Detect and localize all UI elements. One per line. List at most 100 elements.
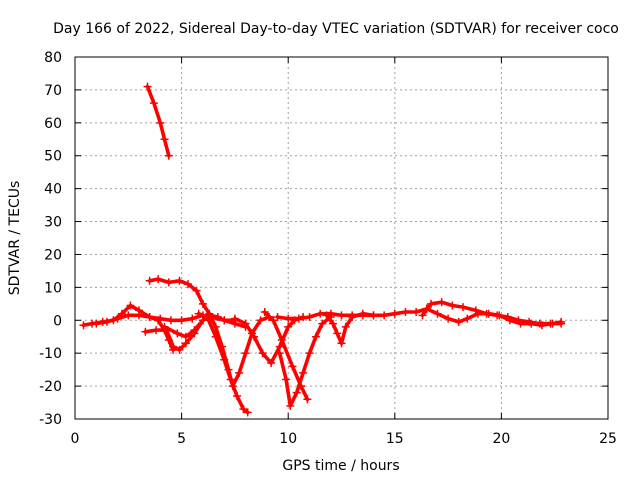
data-point	[303, 395, 312, 404]
series-line	[324, 311, 376, 346]
data-point	[412, 308, 421, 317]
data-point	[145, 276, 154, 285]
data-point	[433, 309, 442, 318]
data-point	[190, 326, 199, 335]
data-point	[495, 311, 504, 320]
data-point	[459, 303, 468, 312]
y-tick-label: -30	[39, 412, 62, 428]
x-tick-label: 20	[492, 431, 510, 447]
data-point	[348, 312, 357, 321]
data-point	[173, 329, 182, 338]
data-point	[418, 311, 427, 320]
series-line	[145, 84, 171, 158]
series-arc-mid-b	[322, 309, 378, 348]
data-point	[282, 375, 291, 384]
data-point	[211, 322, 220, 331]
data-point	[284, 314, 293, 323]
data-point	[141, 327, 150, 336]
data-point	[160, 135, 169, 144]
data-point	[188, 314, 197, 323]
data-point	[337, 339, 346, 348]
data-point	[149, 99, 158, 108]
data-point	[260, 308, 269, 317]
data-point	[401, 308, 410, 317]
data-point	[258, 349, 267, 358]
data-point	[484, 309, 493, 318]
data-point	[143, 82, 152, 91]
series-arc-late-b	[422, 304, 566, 330]
data-point	[250, 332, 259, 341]
series-line	[147, 277, 237, 323]
y-tick-label: 80	[44, 50, 62, 66]
series-arc-early-b	[92, 311, 178, 354]
data-point	[557, 317, 566, 326]
data-point	[326, 309, 335, 318]
data-point	[305, 349, 314, 358]
data-point	[79, 321, 88, 330]
chart-title: Day 166 of 2022, Sidereal Day-to-day VTE…	[53, 21, 619, 37]
data-point	[358, 309, 367, 318]
data-point	[175, 276, 184, 285]
data-point	[177, 316, 186, 325]
data-point	[292, 388, 301, 397]
data-point	[422, 304, 431, 313]
series-line	[262, 310, 310, 402]
data-point	[505, 316, 514, 325]
data-point	[160, 322, 169, 331]
data-point	[284, 322, 293, 331]
data-point	[228, 382, 237, 391]
data-point	[390, 309, 399, 318]
data-point	[154, 275, 163, 284]
data-point	[322, 311, 331, 320]
data-point	[241, 319, 250, 328]
y-tick-label: 20	[44, 247, 62, 263]
data-point	[164, 151, 173, 160]
y-tick-label: -10	[39, 346, 62, 362]
data-point	[113, 314, 122, 323]
data-point	[516, 319, 525, 328]
data-point	[473, 309, 482, 318]
y-tick-label: 50	[44, 149, 62, 165]
data-point	[235, 368, 244, 377]
data-point	[194, 309, 203, 318]
data-point	[275, 349, 284, 358]
series-arc-deep-d	[260, 308, 312, 404]
x-tick-label: 25	[599, 431, 617, 447]
data-point	[311, 332, 320, 341]
data-point	[205, 309, 214, 318]
data-point	[527, 319, 536, 328]
data-point	[288, 362, 297, 371]
data-point	[164, 278, 173, 287]
data-point	[134, 311, 143, 320]
data-point	[183, 280, 192, 289]
data-point	[233, 391, 242, 400]
data-point	[277, 336, 286, 345]
data-point	[192, 286, 201, 295]
series-line	[207, 311, 271, 388]
data-point	[380, 311, 389, 320]
data-point	[256, 316, 265, 325]
y-tick-label: 60	[44, 116, 62, 132]
data-point	[294, 314, 303, 323]
x-tick-label: 15	[386, 431, 404, 447]
data-point	[369, 311, 378, 320]
data-point	[145, 312, 154, 321]
data-point	[198, 316, 207, 325]
data-point	[230, 314, 239, 323]
data-point	[444, 314, 453, 323]
series-layer	[79, 82, 566, 417]
data-point	[333, 329, 342, 338]
data-point	[269, 316, 278, 325]
data-point	[218, 342, 227, 351]
data-point	[126, 301, 135, 310]
data-point	[286, 401, 295, 410]
y-tick-label: 40	[44, 182, 62, 198]
data-point	[463, 314, 472, 323]
data-point	[175, 345, 184, 354]
data-point	[318, 319, 327, 328]
data-point	[448, 301, 457, 310]
grid-layer	[75, 57, 608, 419]
data-point	[169, 342, 178, 351]
y-tick-label: 10	[44, 280, 62, 296]
